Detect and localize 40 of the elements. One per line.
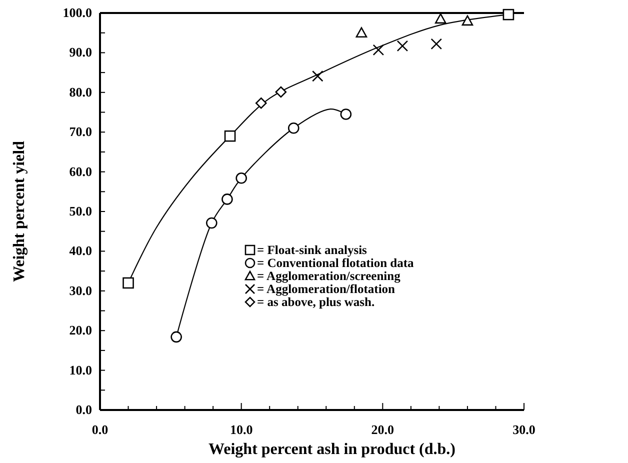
y-tick-label: 50.0 — [69, 204, 92, 218]
point — [206, 217, 218, 229]
point — [222, 194, 233, 205]
legend-label: = Conventional flotation data — [257, 256, 415, 270]
point — [255, 97, 267, 109]
legend-label: = as above, plus wash. — [257, 295, 375, 309]
y-tick-label: 0.0 — [76, 402, 92, 417]
point — [340, 108, 352, 120]
legend-label: = Agglomeration/screening — [257, 269, 402, 283]
x-tick-label: 10.0 — [230, 422, 253, 437]
point — [356, 27, 368, 38]
point — [462, 15, 474, 26]
point — [312, 70, 324, 82]
y-tick-label: 40.0 — [69, 243, 92, 258]
point — [224, 130, 236, 142]
y-tick-label: 90.0 — [69, 44, 92, 60]
point — [275, 86, 287, 98]
point — [396, 40, 408, 52]
point — [122, 277, 134, 289]
point — [372, 44, 384, 56]
y-tick-label: 100.0 — [62, 5, 92, 20]
legend-label: = Float-sink analysis — [257, 243, 368, 257]
point — [430, 38, 442, 50]
y-tick-label: 20.0 — [69, 322, 92, 338]
y-tick-label: 80.0 — [69, 84, 92, 100]
y-tick-label: 10.0 — [69, 362, 92, 378]
point — [288, 122, 300, 134]
y-tick-label: 70.0 — [69, 124, 92, 140]
x-tick-label: 0.0 — [92, 422, 108, 437]
legend-label: = Agglomeration/flotation — [257, 282, 396, 296]
y-tick-label: 30.0 — [69, 282, 92, 298]
point — [502, 8, 514, 20]
point — [170, 331, 182, 343]
x-tick-label: 30.0 — [512, 422, 536, 437]
y-axis-title: Weight percent yield — [11, 140, 28, 282]
point — [236, 172, 247, 184]
x-tick-label: 20.0 — [371, 422, 394, 437]
point — [434, 13, 446, 24]
y-tick-label: 60.0 — [69, 164, 92, 179]
x-axis-title: Weight percent ash in product (d.b.) — [208, 441, 456, 458]
